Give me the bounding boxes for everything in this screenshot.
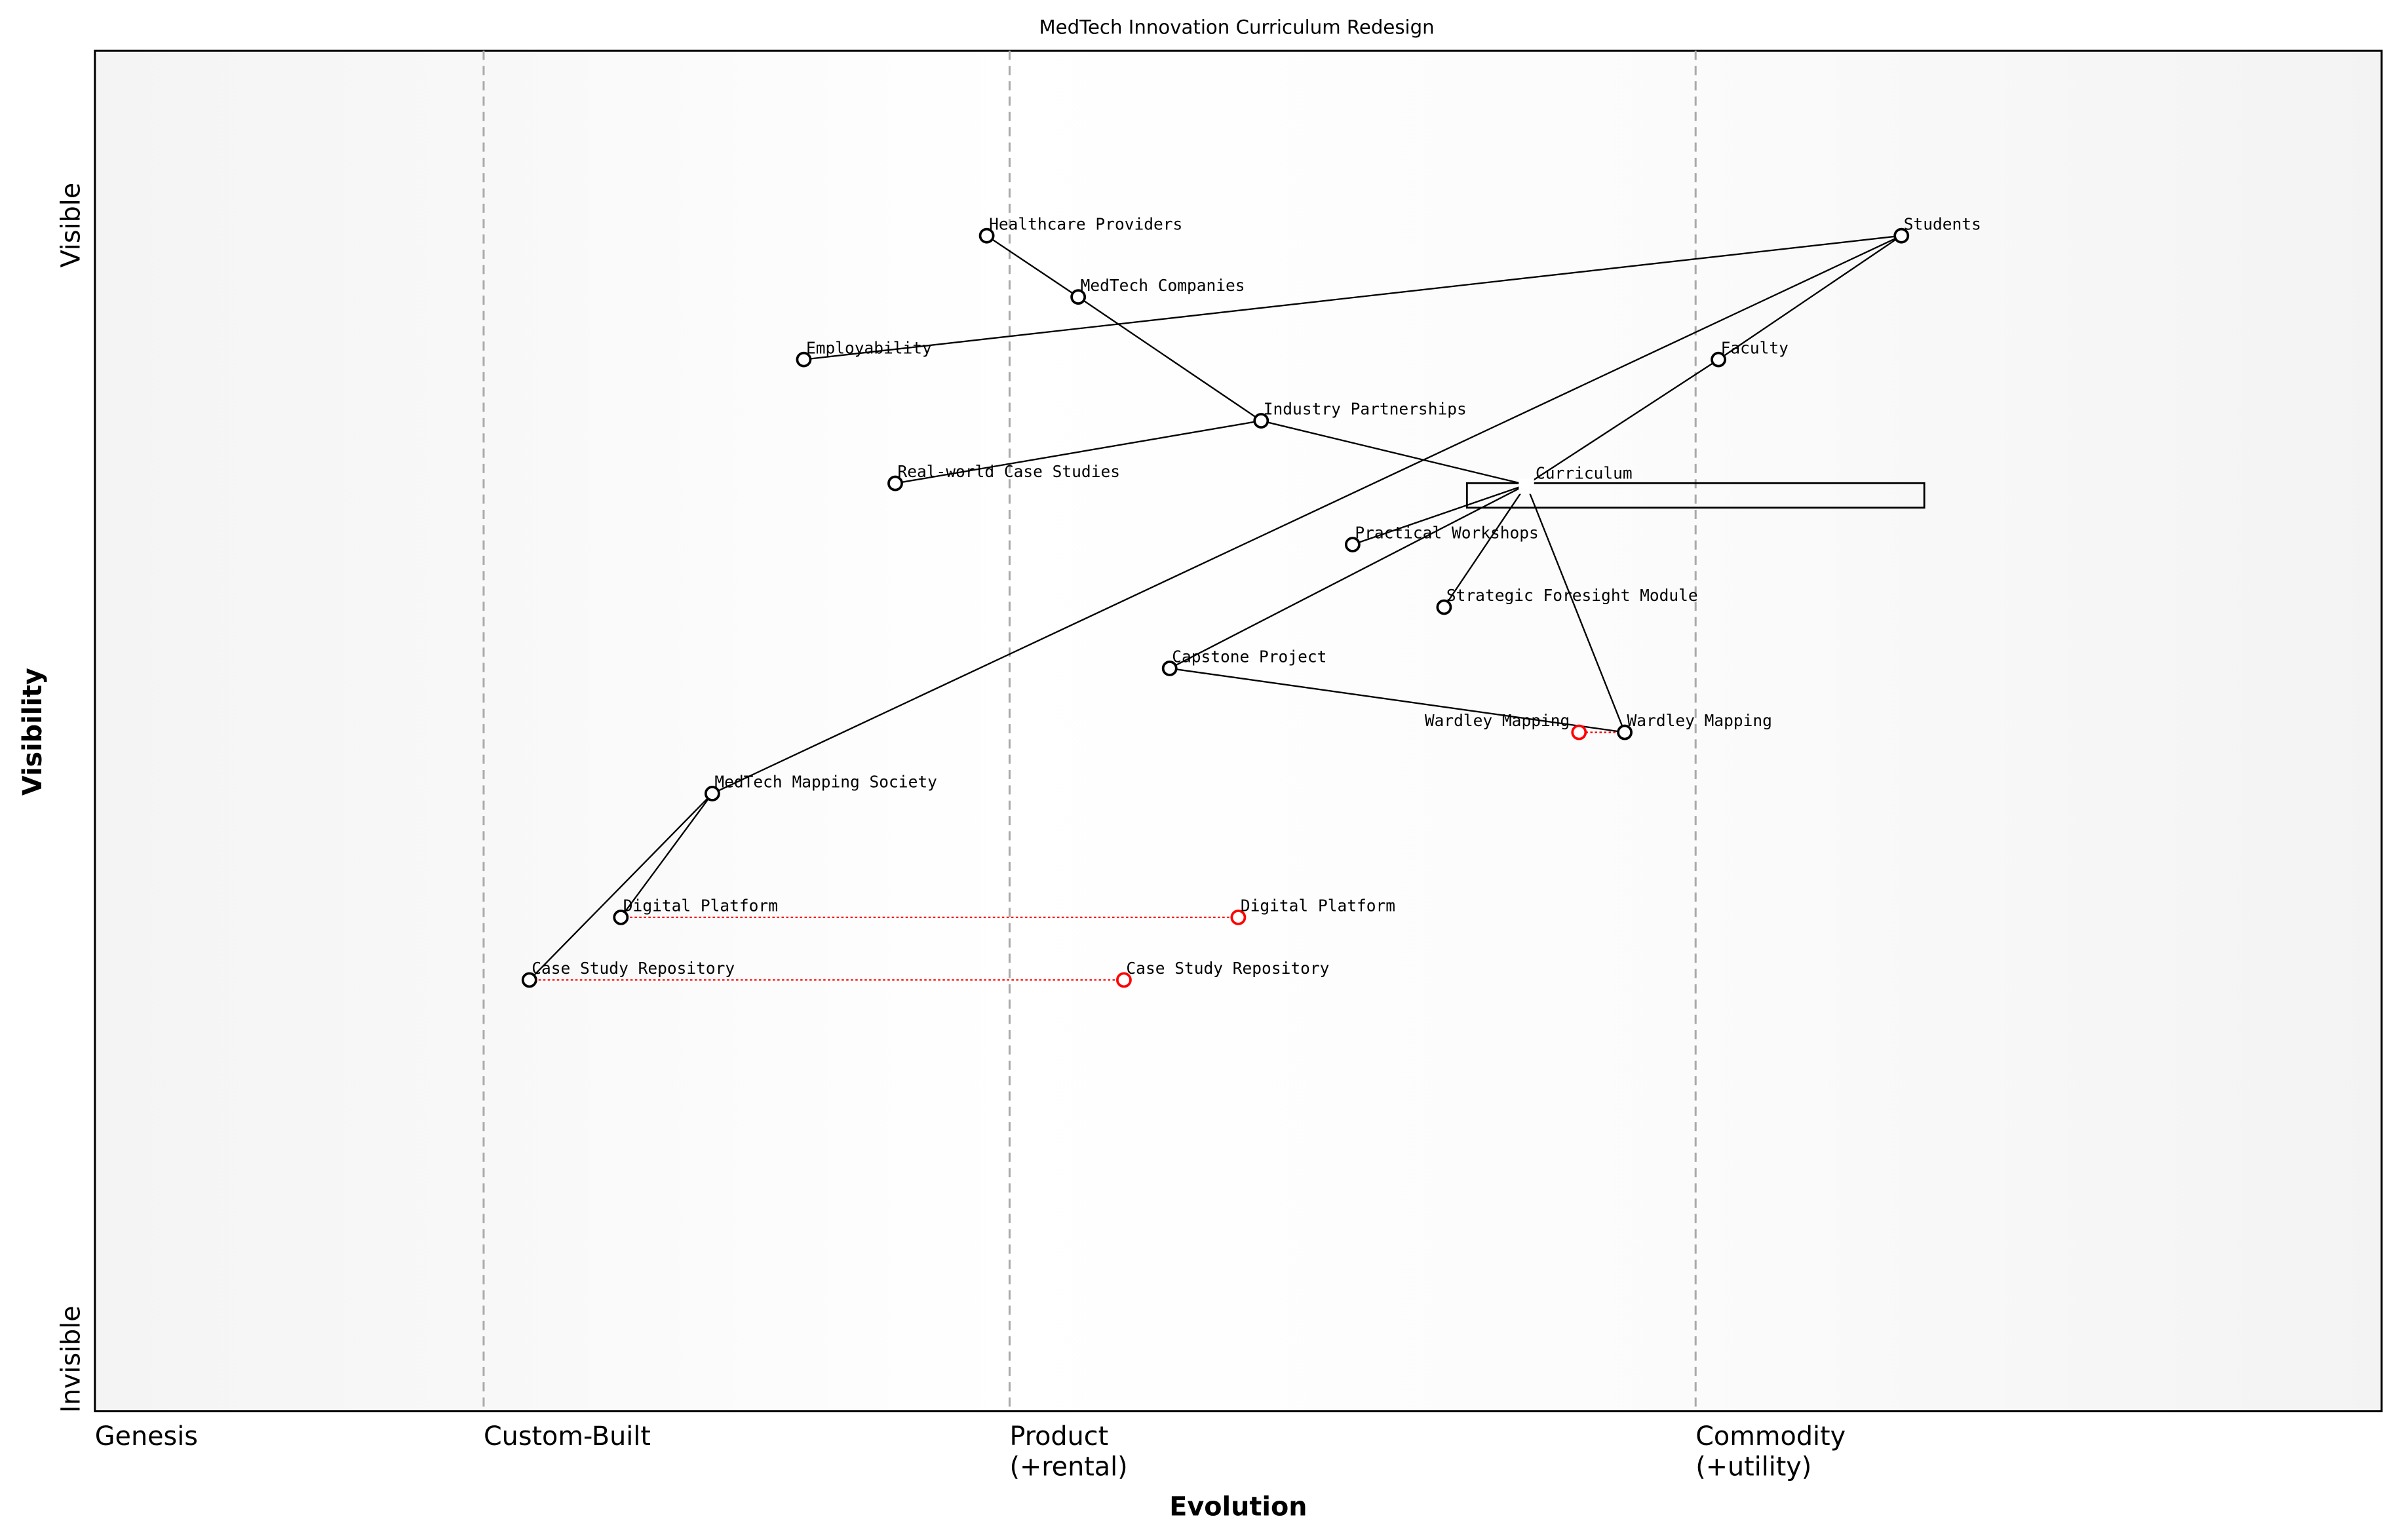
node-real-world-case-studies <box>887 475 903 491</box>
node-case-study-repository <box>521 972 537 988</box>
label-capstone-project: Capstone Project <box>1172 647 1326 666</box>
node-curriculum <box>1519 478 1534 494</box>
label-strategic-foresight-module: Strategic Foresight Module <box>1446 586 1698 605</box>
node-faculty <box>1711 351 1727 368</box>
pipeline-curriculum <box>1465 482 1926 509</box>
link-students-to-employability <box>803 235 1902 360</box>
stage-label-custom-built: Custom-Built <box>484 1421 651 1452</box>
evolved-label-case-study-repository: Case Study Repository <box>1126 959 1329 978</box>
link-healthcare-providers-to-medtech-companies <box>986 235 1079 298</box>
y-axis-label: Visibility <box>18 668 48 796</box>
label-real-world-case-studies: Real-world Case Studies <box>898 462 1120 481</box>
link-medtech-mapping-society-to-case-study-repository <box>528 793 713 981</box>
link-faculty-to-curriculum <box>1526 358 1719 486</box>
stage-label-commodity-utility-: Commodity (+utility) <box>1695 1421 1846 1482</box>
evolved-label-wardley-mapping: Wardley Mapping <box>1425 711 1570 730</box>
label-students: Students <box>1904 214 1981 233</box>
chart-title: MedTech Innovation Curriculum Redesign <box>1039 16 1434 39</box>
link-students-to-medtech-mapping-society <box>712 235 1902 795</box>
node-students <box>1893 227 1910 244</box>
label-medtech-companies: MedTech Companies <box>1081 276 1245 295</box>
plot-area <box>94 49 2383 1413</box>
link-medtech-companies-to-industry-partnerships <box>1077 296 1262 422</box>
evolved-node-digital-platform <box>1230 909 1247 925</box>
y-tick-invisible: Invisible <box>56 1305 86 1413</box>
label-faculty: Faculty <box>1721 338 1789 357</box>
label-medtech-mapping-society: MedTech Mapping Society <box>714 773 937 792</box>
node-strategic-foresight-module <box>1436 599 1452 615</box>
evolved-node-case-study-repository <box>1116 972 1132 988</box>
link-curriculum-to-wardley-mapping <box>1525 484 1626 733</box>
x-axis-label: Evolution <box>1169 1492 1307 1522</box>
evolved-node-wardley-mapping <box>1571 724 1587 741</box>
label-industry-partnerships: Industry Partnerships <box>1264 400 1467 419</box>
label-case-study-repository: Case Study Repository <box>532 959 735 978</box>
label-curriculum: Curriculum <box>1536 463 1633 482</box>
node-employability <box>796 351 812 368</box>
node-medtech-mapping-society <box>704 786 720 801</box>
stage-label-genesis: Genesis <box>95 1421 198 1452</box>
stage-label-product-rental-: Product (+rental) <box>1009 1421 1127 1482</box>
evolved-label-digital-platform: Digital Platform <box>1241 896 1395 915</box>
node-medtech-companies <box>1070 289 1087 305</box>
node-capstone-project <box>1161 661 1178 676</box>
link-medtech-mapping-society-to-digital-platform <box>620 793 713 918</box>
label-digital-platform: Digital Platform <box>623 896 778 915</box>
label-employability: Employability <box>806 338 932 357</box>
label-practical-workshops: Practical Workshops <box>1355 524 1538 543</box>
label-healthcare-providers: Healthcare Providers <box>989 214 1182 233</box>
link-students-to-faculty <box>1718 235 1902 360</box>
node-industry-partnerships <box>1253 413 1269 429</box>
node-healthcare-providers <box>978 227 995 244</box>
link-capstone-project-to-wardley-mapping <box>1169 667 1625 733</box>
link-curriculum-to-capstone-project <box>1169 484 1527 669</box>
link-curriculum-to-practical-workshops <box>1352 484 1527 546</box>
node-practical-workshops <box>1344 537 1361 552</box>
label-wardley-mapping: Wardley Mapping <box>1627 711 1772 730</box>
y-tick-visible: Visible <box>56 183 86 268</box>
node-digital-platform <box>613 909 629 925</box>
link-curriculum-to-strategic-foresight-module <box>1443 484 1527 608</box>
link-real-world-case-studies-to-industry-partnerships <box>895 419 1262 484</box>
link-industry-partnerships-to-curriculum <box>1261 419 1527 486</box>
node-wardley-mapping <box>1617 724 1633 741</box>
